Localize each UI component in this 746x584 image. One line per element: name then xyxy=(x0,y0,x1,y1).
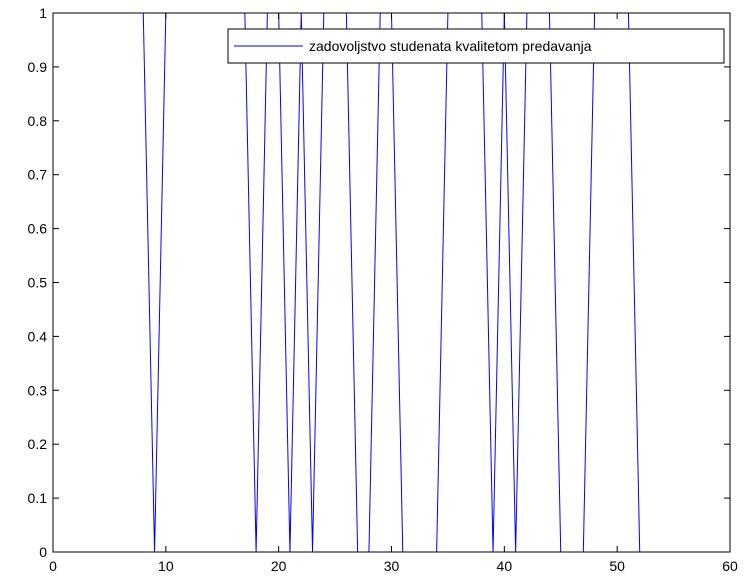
y-tick-label: 0.5 xyxy=(28,275,48,291)
axes-layer: 0 10 20 30 40 50 60 0 0.1 0.2 0.3 0.4 0.5 0.6 0.7 0.8 0.… xyxy=(28,5,738,574)
y-tick-label: 0.9 xyxy=(28,59,48,75)
x-tick-label: 40 xyxy=(497,558,513,574)
y-tick-label: 0.6 xyxy=(28,221,48,237)
plot-area xyxy=(53,13,730,552)
x-tick-label: 10 xyxy=(158,558,174,574)
y-tick-label: 0 xyxy=(39,544,47,560)
y-tick-label: 1 xyxy=(39,5,47,21)
y-tick-label: 0.3 xyxy=(28,382,48,398)
x-tick-label: 60 xyxy=(722,558,738,574)
y-tick-label: 0.1 xyxy=(28,490,48,506)
x-tick-label: 30 xyxy=(384,558,400,574)
legend-box xyxy=(227,28,725,64)
y-tick-label: 0.7 xyxy=(28,167,48,183)
legend: zadovoljstvo studenata kvalitetom predav… xyxy=(227,28,725,64)
y-tick-label: 0.4 xyxy=(28,328,48,344)
x-tick-label: 0 xyxy=(49,558,57,574)
y-tick-label: 0.2 xyxy=(28,436,48,452)
x-tick-label: 20 xyxy=(271,558,287,574)
x-tick-label: 50 xyxy=(609,558,625,574)
legend-entry-label: zadovoljstvo studenata kvalitetom predav… xyxy=(309,38,592,54)
y-tick-label: 0.8 xyxy=(28,113,48,129)
